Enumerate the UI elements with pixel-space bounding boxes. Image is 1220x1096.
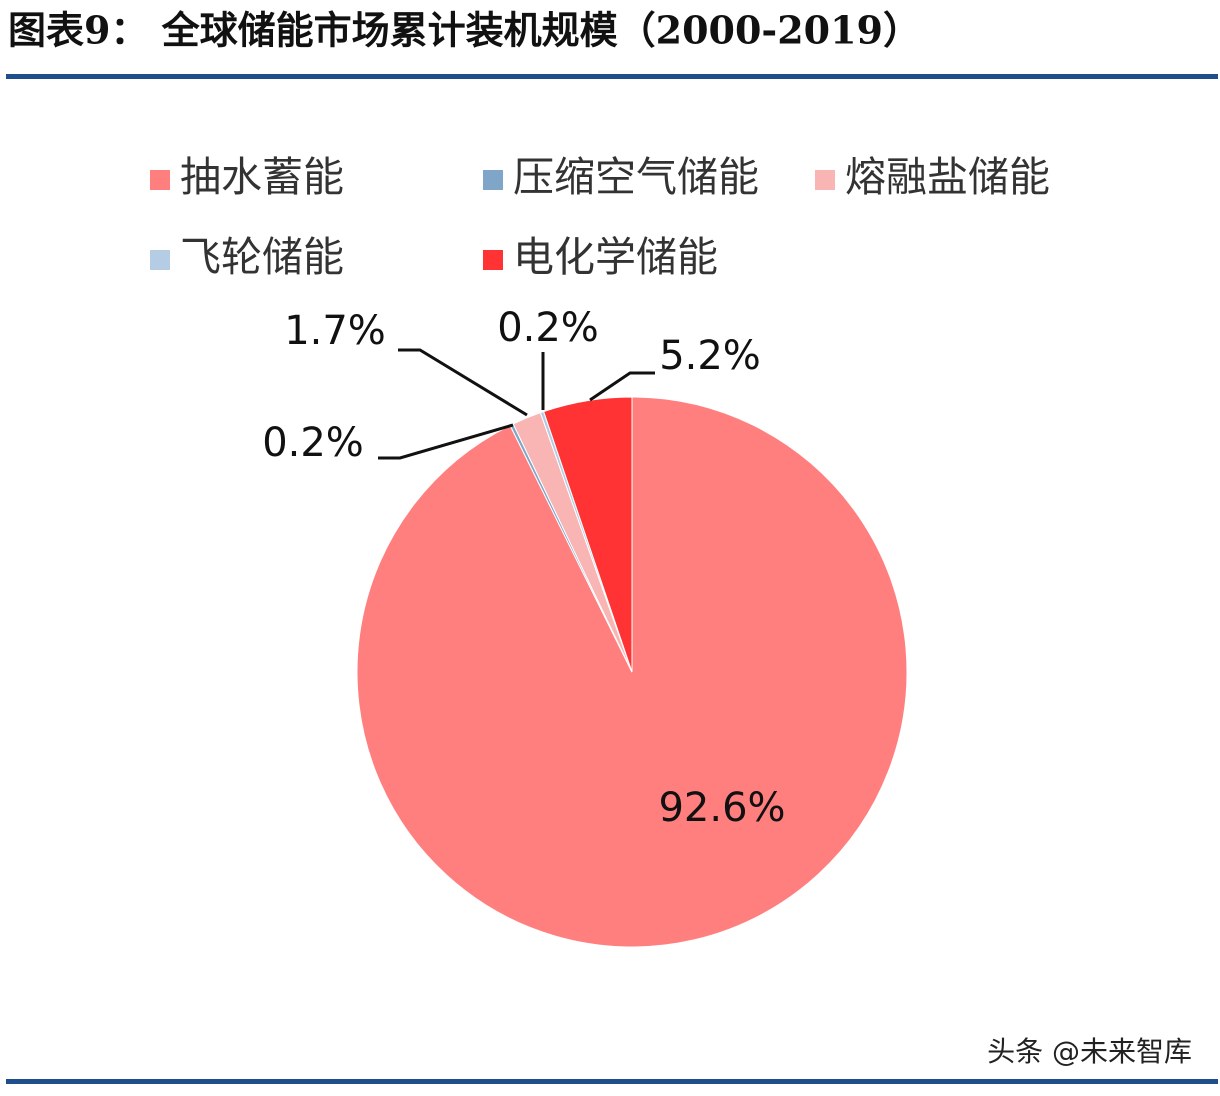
data-label: 92.6% [658,785,785,831]
pie-slice [543,396,633,673]
leader-line [589,371,655,402]
data-label: 0.2% [262,420,364,466]
leader-line [398,348,528,417]
pie-slice [356,396,908,948]
data-label: 1.7% [284,308,386,354]
leader-line [378,423,514,460]
legend-label: 熔融盐储能 [845,153,1050,201]
legend-swatch [483,250,503,270]
watermark: 头条 @未来智库 [987,1035,1192,1068]
legend-label: 飞轮储能 [180,233,344,281]
data-label: 5.2% [659,333,761,379]
legend-swatch [483,170,503,190]
legend-swatch [815,170,835,190]
legend-swatch [150,250,170,270]
legend-label: 压缩空气储能 [513,153,759,201]
data-label: 0.2% [497,305,599,351]
chart-title: 图表9： 全球储能市场累计装机规模（2000-2019） [8,8,921,53]
bottom-rule [6,1079,1218,1084]
legend-label: 电化学储能 [513,233,718,281]
top-rule [6,74,1218,79]
legend-swatch [150,170,170,190]
legend-label: 抽水蓄能 [180,153,344,201]
